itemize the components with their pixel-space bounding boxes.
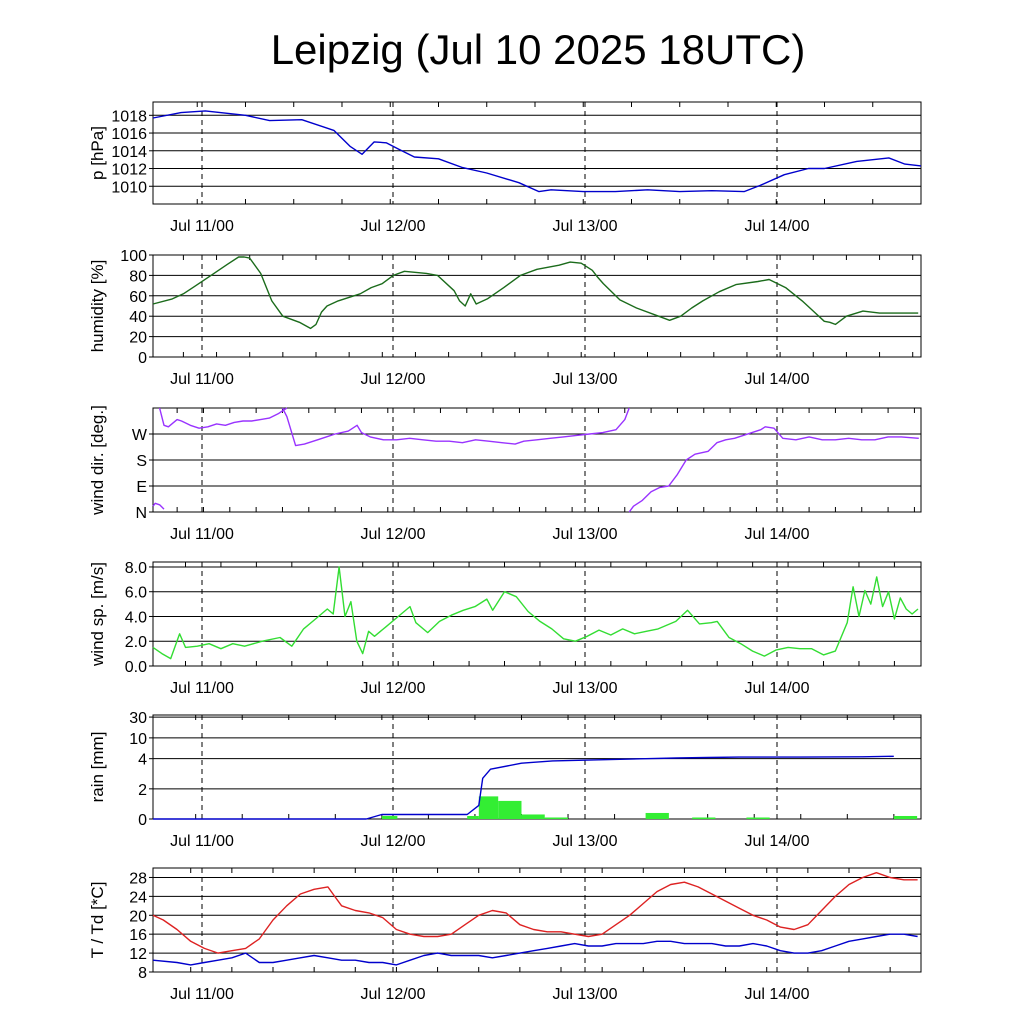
rain-xtick-label: Jul 14/00 [745,833,810,850]
wind_direction-ytick-label: N [135,505,147,522]
humidity-series-0 [152,256,919,330]
pressure-xtick-label: Jul 12/00 [361,218,426,235]
wind_direction-ytick-label: S [136,453,147,470]
temperature-ylabel: T / Td [*C] [88,882,107,959]
humidity-ylabel: humidity [%] [88,260,107,353]
wind_direction-xtick-label: Jul 12/00 [361,526,426,543]
rain-ylabel: rain [mm] [88,732,107,803]
wind_speed-ytick-label: 6.0 [125,585,147,602]
humidity-ytick-label: 20 [129,330,147,347]
wind_speed-ytick-label: 0.0 [125,659,147,676]
pressure-ytick-label: 1012 [111,162,147,179]
wind_speed-frame [152,561,922,667]
rain-bar [467,815,479,819]
rain-series-0 [153,755,894,820]
temperature-ytick-label: 24 [129,889,147,906]
humidity-ytick-label: 80 [129,268,147,285]
wind_speed-xtick-label: Jul 13/00 [553,680,618,697]
humidity-xtick-label: Jul 11/00 [170,371,234,388]
temperature-ytick-label: 8 [138,965,147,982]
pressure-ylabel: p [hPa] [88,126,107,180]
rain-bar [381,815,398,819]
wind_speed-ytick-label: 8.0 [125,560,147,577]
rain-xtick-label: Jul 11/00 [170,833,234,850]
temperature-xtick-label: Jul 14/00 [745,986,810,1003]
humidity-ytick-label: 40 [129,309,147,326]
humidity-ytick-label: 60 [129,289,147,306]
wind_direction-series-1 [158,407,288,429]
temperature-xtick-label: Jul 13/00 [553,986,618,1003]
wind_speed-ytick-label: 2.0 [125,634,147,651]
temperature-ytick-label: 12 [129,946,147,963]
pressure-xtick-label: Jul 14/00 [745,218,810,235]
temperature-ytick-label: 28 [129,870,147,887]
wind_direction-ytick-label: E [136,479,147,496]
wind_speed-xtick-label: Jul 12/00 [361,680,426,697]
temperature-ytick-label: 20 [129,908,147,925]
wind_speed-series-0 [152,566,919,660]
rain-bar [692,817,716,819]
wind_speed-xtick-label: Jul 11/00 [170,680,234,697]
rain-ytick-label: 10 [129,731,147,748]
rain-xtick-label: Jul 12/00 [361,833,426,850]
humidity-frame [152,254,922,358]
wind_speed-ylabel: wind sp. [m/s] [88,562,107,667]
rain-bar [498,800,522,819]
wind_direction-xtick-label: Jul 13/00 [553,526,618,543]
pressure-ytick-label: 1018 [111,108,147,125]
temperature-xtick-label: Jul 12/00 [361,986,426,1003]
temperature-xtick-label: Jul 11/00 [170,986,234,1003]
temperature-ytick-label: 16 [129,927,147,944]
humidity-xtick-label: Jul 13/00 [553,371,618,388]
chart-title: Leipzig (Jul 10 2025 18UTC) [270,26,806,73]
wind_direction-xtick-label: Jul 11/00 [170,526,234,543]
pressure-ytick-label: 1016 [111,126,147,143]
rain-bar [544,817,569,819]
rain-bar [521,814,545,819]
humidity-xtick-label: Jul 14/00 [745,371,810,388]
temperature-series-Td [152,933,918,966]
rain-bar [645,812,669,819]
rain-ytick-label: 0 [138,812,147,829]
rain-ytick-label: 30 [129,710,147,727]
pressure-ytick-label: 1014 [111,144,147,161]
pressure-ytick-label: 1010 [111,179,147,196]
temperature-frame [152,867,922,973]
wind_direction-ytick-label: W [132,427,148,444]
wind_speed-ytick-label: 4.0 [125,609,147,626]
pressure-xtick-label: Jul 11/00 [170,218,234,235]
wind_direction-xtick-label: Jul 14/00 [745,526,810,543]
wind_speed-xtick-label: Jul 14/00 [745,680,810,697]
pressure-xtick-label: Jul 13/00 [553,218,618,235]
humidity-xtick-label: Jul 12/00 [361,371,426,388]
temperature-series-T [152,872,918,954]
rain-xtick-label: Jul 13/00 [553,833,618,850]
rain-bar [893,815,918,819]
wind_direction-series-0 [152,502,165,510]
pressure-series-0 [152,110,922,193]
wind_direction-series-3 [628,426,919,513]
pressure-frame [152,101,922,205]
humidity-ytick-label: 0 [138,350,147,367]
rain-ytick-label: 4 [138,752,147,769]
wind_direction-series-2 [281,407,630,447]
wind_direction-ylabel: wind dir. [deg.] [88,405,107,516]
humidity-ytick-label: 100 [120,248,147,265]
rain-ytick-label: 2 [138,782,147,799]
rain-bar [746,817,770,819]
rain-bar [478,796,499,819]
rain-frame [152,714,922,820]
